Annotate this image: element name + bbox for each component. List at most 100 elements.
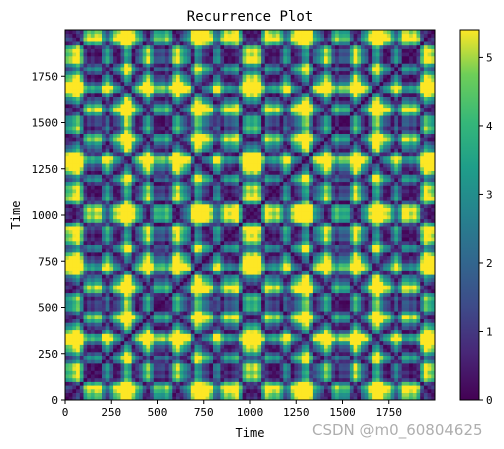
- heatmap-cell: [142, 388, 147, 393]
- heatmap-cell: [224, 274, 229, 279]
- heatmap-cell: [79, 344, 84, 349]
- heatmap-cell: [90, 226, 95, 231]
- heatmap-cell: [242, 340, 247, 345]
- heatmap-cell: [83, 381, 88, 386]
- heatmap-cell: [90, 126, 95, 131]
- heatmap-cell: [76, 314, 81, 319]
- heatmap-cell: [231, 137, 236, 142]
- heatmap-cell: [157, 74, 162, 79]
- heatmap-cell: [172, 144, 177, 149]
- heatmap-cell: [105, 100, 110, 105]
- heatmap-cell: [164, 370, 169, 375]
- heatmap-cell: [142, 270, 147, 275]
- heatmap-cell: [235, 344, 240, 349]
- heatmap-cell: [135, 203, 140, 208]
- heatmap-cell: [176, 233, 181, 238]
- heatmap-cell: [213, 96, 218, 101]
- heatmap-cell: [168, 100, 173, 105]
- heatmap-cell: [135, 196, 140, 201]
- heatmap-cell: [235, 359, 240, 364]
- heatmap-cell: [124, 207, 129, 212]
- heatmap-cell: [157, 326, 162, 331]
- heatmap-cell: [157, 118, 162, 123]
- heatmap-cell: [205, 226, 210, 231]
- heatmap-cell: [198, 104, 203, 109]
- heatmap-cell: [65, 178, 70, 183]
- heatmap-cell: [139, 37, 144, 42]
- heatmap-cell: [72, 307, 77, 312]
- heatmap-cell: [142, 192, 147, 197]
- heatmap-cell: [68, 396, 73, 401]
- heatmap-cell: [90, 392, 95, 397]
- heatmap-cell: [238, 326, 243, 331]
- heatmap-cell: [146, 207, 151, 212]
- heatmap-cell: [176, 137, 181, 142]
- heatmap-cell: [201, 122, 206, 127]
- heatmap-cell: [238, 163, 243, 168]
- heatmap-cell: [139, 318, 144, 323]
- heatmap-cell: [113, 144, 118, 149]
- heatmap-cell: [76, 281, 81, 286]
- heatmap-cell: [220, 388, 225, 393]
- heatmap-cell: [238, 215, 243, 220]
- heatmap-cell: [201, 85, 206, 90]
- heatmap-cell: [198, 196, 203, 201]
- heatmap-cell: [224, 326, 229, 331]
- heatmap-cell: [187, 218, 192, 223]
- heatmap-cell: [231, 185, 236, 190]
- heatmap-cell: [157, 392, 162, 397]
- heatmap-cell: [124, 96, 129, 101]
- heatmap-cell: [98, 63, 103, 68]
- heatmap-cell: [105, 333, 110, 338]
- heatmap-cell: [98, 141, 103, 146]
- heatmap-cell: [198, 192, 203, 197]
- heatmap-cell: [205, 366, 210, 371]
- heatmap-cell: [124, 240, 129, 245]
- heatmap-cell: [209, 303, 214, 308]
- heatmap-cell: [124, 174, 129, 179]
- heatmap-cell: [94, 337, 99, 342]
- heatmap-cell: [76, 185, 81, 190]
- heatmap-cell: [68, 292, 73, 297]
- heatmap-cell: [216, 74, 221, 79]
- heatmap-cell: [98, 166, 103, 171]
- heatmap-cell: [224, 329, 229, 334]
- heatmap-cell: [153, 222, 158, 227]
- heatmap-cell: [153, 30, 158, 35]
- heatmap-cell: [246, 181, 251, 186]
- heatmap-cell: [83, 78, 88, 83]
- heatmap-cell: [168, 178, 173, 183]
- heatmap-cell: [127, 141, 132, 146]
- heatmap-cell: [242, 52, 247, 57]
- heatmap-cell: [190, 237, 195, 242]
- heatmap-cell: [98, 263, 103, 268]
- heatmap-cell: [76, 30, 81, 35]
- heatmap-cell: [164, 215, 169, 220]
- heatmap-cell: [146, 92, 151, 97]
- heatmap-cell: [157, 152, 162, 157]
- heatmap-cell: [90, 314, 95, 319]
- heatmap-cell: [142, 374, 147, 379]
- heatmap-cell: [201, 233, 206, 238]
- heatmap-cell: [135, 244, 140, 249]
- heatmap-cell: [205, 377, 210, 382]
- heatmap-cell: [116, 211, 121, 216]
- heatmap-cell: [83, 340, 88, 345]
- heatmap-cell: [120, 318, 125, 323]
- heatmap-cell: [216, 170, 221, 175]
- heatmap-cell: [238, 174, 243, 179]
- heatmap-cell: [124, 314, 129, 319]
- heatmap-cell: [209, 85, 214, 90]
- heatmap-cell: [120, 370, 125, 375]
- heatmap-cell: [220, 285, 225, 290]
- heatmap-cell: [205, 115, 210, 120]
- heatmap-cell: [227, 118, 232, 123]
- heatmap-cell: [238, 211, 243, 216]
- heatmap-cell: [109, 374, 114, 379]
- heatmap-cell: [172, 174, 177, 179]
- heatmap-cell: [135, 48, 140, 53]
- heatmap-cell: [209, 192, 214, 197]
- heatmap-cell: [209, 300, 214, 305]
- heatmap-cell: [194, 70, 199, 75]
- heatmap-cell: [231, 270, 236, 275]
